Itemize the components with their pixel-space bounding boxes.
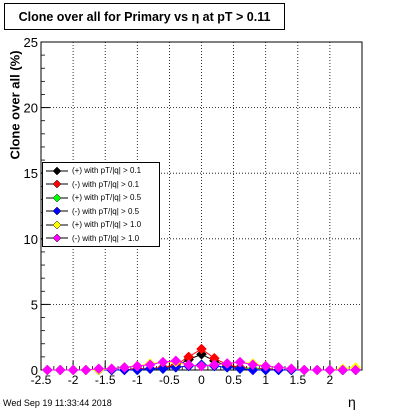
legend-marker-icon [46,193,68,203]
legend-entry: (-) with pT/|q| > 0.1 [46,178,156,192]
data-point [298,364,310,376]
data-point [208,359,220,371]
data-point [273,362,284,373]
data-point [337,364,349,376]
data-point [221,358,233,369]
legend-label: (+) with pT/|q| > 0.1 [72,166,142,176]
y-tick-label: 5 [31,297,38,312]
legend-label: (-) with pT/|q| > 0.5 [72,206,140,216]
legend-marker-icon [46,220,68,230]
series-layer [42,343,361,376]
data-point [93,363,105,375]
legend-entry: (+) with pT/|q| > 1.0 [46,218,156,232]
x-tick-label: 0 [198,373,205,387]
data-point [157,356,169,368]
legend-entry: (+) with pT/|q| > 0.1 [46,164,156,178]
data-point [170,355,182,367]
y-axis-label: Clone over all (%) [7,50,23,160]
data-point [260,360,272,372]
legend-label: (+) with pT/|q| > 0.5 [72,193,142,203]
legend-entry: (+) with pT/|q| > 0.5 [46,191,156,205]
data-point [311,364,323,376]
x-tick-label: -1.5 [95,373,116,387]
data-point [54,364,66,376]
data-point [324,364,336,376]
x-tick-label: -0.5 [159,373,180,387]
data-point [131,360,143,372]
legend-marker-icon [46,166,68,176]
x-tick-label: -2.5 [31,373,52,387]
x-tick-labels: -2.5 -2 -1.5 -1 -0.5 0 0.5 1 1.5 2 [31,373,334,387]
data-point [234,356,246,368]
data-point [144,359,156,371]
legend-entry: (-) with pT/|q| > 0.5 [46,205,156,219]
data-point [157,363,169,375]
legend-marker-icon [46,206,68,216]
legend-label: (+) with pT/|q| > 1.0 [72,220,142,230]
y-axis-label-box: Clone over all (%) [4,40,26,170]
data-point [67,364,79,376]
legend-label: (-) with pT/|q| > 0.1 [72,179,140,189]
legend-entry: (-) with pT/|q| > 1.0 [46,232,156,246]
legend-marker-icon [46,179,68,189]
legend-marker-icon [46,233,68,243]
data-point [80,364,92,376]
data-point [196,360,207,372]
series-5 [42,355,361,376]
x-tick-label: 1.5 [289,373,306,387]
y-tick-labels: 0 5 10 15 20 25 [24,35,38,378]
data-point [119,362,130,373]
data-point [247,359,259,371]
timestamp: Wed Sep 19 11:33:44 2018 [3,398,112,408]
legend-label: (-) with pT/|q| > 1.0 [72,233,140,243]
data-point [42,364,53,376]
x-tick-label: -1 [132,373,143,387]
data-point [286,363,297,375]
x-axis-label: η [348,394,356,410]
y-tick-label: 20 [24,101,38,116]
chart-title: Clone over all for Primary vs η at pT > … [4,3,285,30]
x-tick-label: -2 [68,373,79,387]
x-tick-label: 1 [262,373,269,387]
data-point [350,364,361,376]
data-point [234,363,246,375]
x-tick-label: 0.5 [225,373,242,387]
y-tick-label: 15 [24,166,38,181]
legend: (+) with pT/|q| > 0.1 (-) with pT/|q| > … [42,162,160,247]
data-point [106,363,117,375]
data-point [196,343,207,355]
y-tick-label: 10 [24,232,38,247]
grid-lines [41,42,362,370]
x-tick-label: 2 [327,373,334,387]
y-tick-label: 25 [24,35,38,50]
data-point [183,359,195,371]
y-tick-label: 0 [31,363,38,378]
